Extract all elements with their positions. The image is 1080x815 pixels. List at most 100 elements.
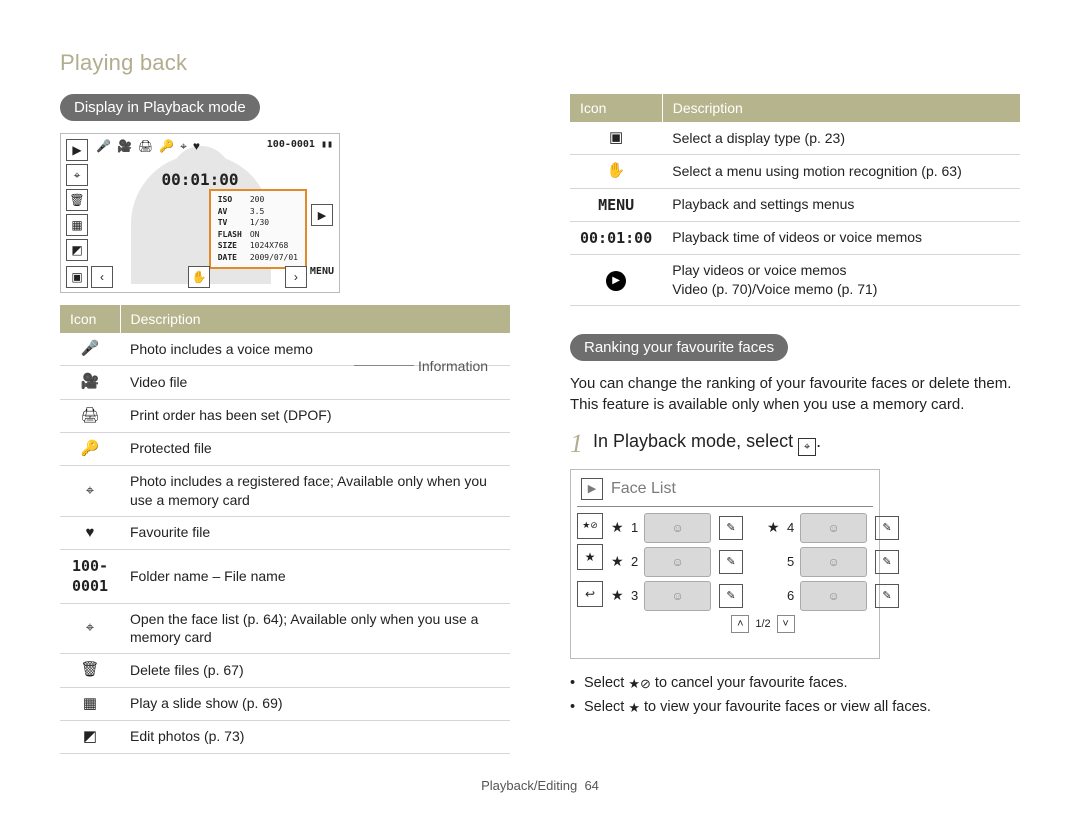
table-row: ▦Play a slide show (p. 69) <box>60 687 510 720</box>
row-icon: 🎥 <box>60 366 120 399</box>
edit-face-icon: ✎ <box>875 584 899 608</box>
table-row: ♥Favourite file <box>60 516 510 549</box>
prev-icon: ‹ <box>91 266 113 288</box>
row-icon: ♥ <box>60 516 120 549</box>
face-rank: 3 <box>631 588 638 603</box>
ranking-intro: You can change the ranking of your favou… <box>570 373 1020 415</box>
row-icon: ✋ <box>570 155 662 188</box>
motion-icon: ✋ <box>188 266 210 288</box>
back-icon: ↩ <box>577 581 603 607</box>
face-thumbnail: ☺ <box>800 581 867 611</box>
trash-icon: 🗑 <box>66 189 88 211</box>
edit-photos-icon: ◩ <box>66 239 88 261</box>
row-desc: Folder name – File name <box>120 550 510 604</box>
face-rank: 2 <box>631 554 638 569</box>
next-icon: › <box>285 266 307 288</box>
face-thumbnail: ☺ <box>644 513 711 543</box>
tip-item: Select ★ to view your favourite faces or… <box>570 695 1020 719</box>
slideshow-icon: ▦ <box>66 214 88 236</box>
face-thumbnail: ☺ <box>800 547 867 577</box>
row-icon: ▦ <box>60 687 120 720</box>
table-row: ▣Select a display type (p. 23) <box>570 122 1020 155</box>
table-row: ◩Edit photos (p. 73) <box>60 720 510 753</box>
voice-memo-icon: 🎤 <box>96 139 111 154</box>
section-pill-ranking: Ranking your favourite faces <box>570 334 788 361</box>
edit-face-icon: ✎ <box>875 516 899 540</box>
row-icon: 100-0001 <box>60 550 120 604</box>
row-desc: Edit photos (p. 73) <box>120 720 510 753</box>
step-1: 1 In Playback mode, select ⌖. <box>570 429 1020 459</box>
row-desc: Play a slide show (p. 69) <box>120 687 510 720</box>
row-icon: MENU <box>570 188 662 221</box>
display-type-icon: ▣ <box>66 266 88 288</box>
row-desc: Print order has been set (DPOF) <box>120 399 510 432</box>
star-off-icon: ★⊘ <box>577 513 603 539</box>
folder-file-label: 100-0001 <box>267 139 315 150</box>
face-rank: 4 <box>787 520 794 535</box>
table-row: ▶Play videos or voice memos Video (p. 70… <box>570 255 1020 306</box>
table-row: 🗑Delete files (p. 67) <box>60 654 510 687</box>
favourite-icon: ♥ <box>193 139 200 154</box>
row-desc: Select a menu using motion recognition (… <box>662 155 1020 188</box>
table-row: ⌖Photo includes a registered face; Avail… <box>60 466 510 517</box>
row-icon: 🔑 <box>60 432 120 465</box>
row-desc: Delete files (p. 67) <box>120 654 510 687</box>
play-mode-icon: ▶ <box>581 478 603 500</box>
row-icon: 🎤 <box>60 333 120 366</box>
info-box: ISO200 AV3.5 TV1/30 FLASHON SIZE1024X768… <box>209 189 307 269</box>
row-desc: Favourite file <box>120 516 510 549</box>
face-rank: 1 <box>631 520 638 535</box>
row-icon: 00:01:00 <box>570 221 662 254</box>
face-list-title: Face List <box>611 480 676 498</box>
th-desc: Description <box>120 305 510 333</box>
face-thumbnail: ☺ <box>800 513 867 543</box>
row-icon: ▶ <box>570 255 662 306</box>
right-icon-table: Icon Description ▣Select a display type … <box>570 94 1020 306</box>
face-list-icon: ⌖ <box>798 438 816 456</box>
th-icon: Icon <box>60 305 120 333</box>
row-desc: Playback time of videos or voice memos <box>662 221 1020 254</box>
table-row: 00:01:00Playback time of videos or voice… <box>570 221 1020 254</box>
star-icon: ★ <box>611 587 623 604</box>
edit-face-icon: ✎ <box>719 584 743 608</box>
row-icon: ▣ <box>570 122 662 155</box>
step-number: 1 <box>570 429 583 459</box>
star-off-icon: ★⊘ <box>628 676 651 691</box>
face-rank: 5 <box>787 554 794 569</box>
step-text-before: In Playback mode, select <box>593 431 798 451</box>
row-desc: Playback and settings menus <box>662 188 1020 221</box>
row-icon: ◩ <box>60 720 120 753</box>
edit-face-icon: ✎ <box>875 550 899 574</box>
star-icon: ★ <box>611 519 623 536</box>
row-desc: Select a display type (p. 23) <box>662 122 1020 155</box>
row-icon: ⌖ <box>60 603 120 654</box>
pager-label: 1/2 <box>755 618 770 630</box>
callout-line <box>354 365 414 366</box>
row-icon: 🗑 <box>60 654 120 687</box>
face-list-icon: ⌖ <box>66 164 88 186</box>
playback-time-label: 00:01:00 <box>161 170 238 189</box>
info-callout-label: Information <box>418 358 488 374</box>
face-thumbnail: ☺ <box>644 547 711 577</box>
table-row: 100-0001Folder name – File name <box>60 550 510 604</box>
star-icon: ★ <box>611 553 623 570</box>
right-column: Icon Description ▣Select a display type … <box>570 94 1020 754</box>
video-file-icon: 🎥 <box>117 139 132 154</box>
playback-screenshot: ▶ ⌖ 🗑 ▦ ◩ 🎤 🎥 🖨 🔑 ⌖ ♥ 100-0001 ▮▮ <box>60 133 340 293</box>
page-title: Playing back <box>60 50 1020 76</box>
th-icon: Icon <box>570 94 662 122</box>
row-desc: Photo includes a registered face; Availa… <box>120 466 510 517</box>
face-rank: 6 <box>787 588 794 603</box>
dpof-icon: 🖨 <box>138 139 153 154</box>
protected-icon: 🔑 <box>159 139 174 154</box>
star-icon: ★ <box>767 519 779 536</box>
table-row: ⌖Open the face list (p. 64); Available o… <box>60 603 510 654</box>
tips-list: Select ★⊘ to cancel your favourite faces… <box>570 671 1020 720</box>
table-row: 🖨Print order has been set (DPOF) <box>60 399 510 432</box>
section-pill-display: Display in Playback mode <box>60 94 260 121</box>
play-button-icon: ▶ <box>311 204 333 226</box>
left-column: Display in Playback mode ▶ ⌖ 🗑 ▦ ◩ 🎤 🎥 🖨… <box>60 94 510 754</box>
row-desc: Open the face list (p. 64); Available on… <box>120 603 510 654</box>
row-desc: Protected file <box>120 432 510 465</box>
edit-face-icon: ✎ <box>719 516 743 540</box>
